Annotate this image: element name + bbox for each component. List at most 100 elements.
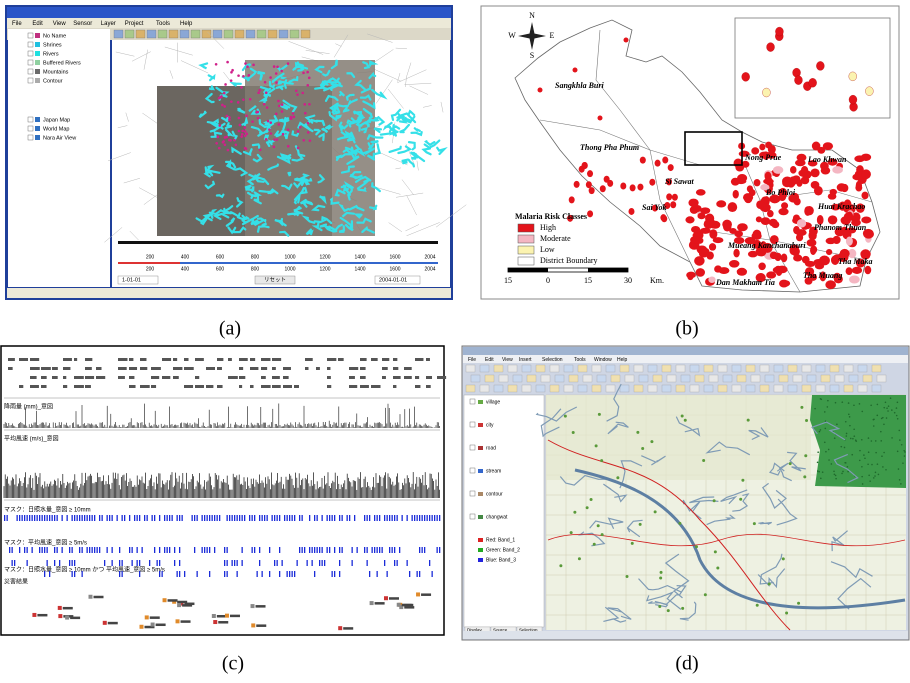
tool-button[interactable]: [662, 365, 671, 372]
menu-item[interactable]: Window: [594, 357, 612, 363]
tool-button[interactable]: [279, 30, 288, 38]
tool-button[interactable]: [583, 375, 592, 382]
tool-button[interactable]: [578, 365, 587, 372]
tool-button[interactable]: [527, 375, 536, 382]
tool-button[interactable]: [849, 375, 858, 382]
tool-button[interactable]: [751, 375, 760, 382]
tool-button[interactable]: [301, 30, 310, 38]
tool-button[interactable]: [634, 365, 643, 372]
menu-item[interactable]: Project: [125, 21, 144, 27]
tool-button[interactable]: [872, 365, 881, 372]
layer-checkbox[interactable]: [470, 422, 475, 427]
tool-button[interactable]: [718, 365, 727, 372]
tool-button[interactable]: [760, 385, 769, 392]
tool-button[interactable]: [569, 375, 578, 382]
layer-checkbox[interactable]: [28, 135, 33, 140]
tool-button[interactable]: [290, 30, 299, 38]
layer-checkbox[interactable]: [28, 42, 33, 47]
menu-item[interactable]: Help: [180, 21, 193, 27]
tool-button[interactable]: [760, 365, 769, 372]
layer-checkbox[interactable]: [28, 33, 33, 38]
tool-button[interactable]: [257, 30, 266, 38]
tool-button[interactable]: [821, 375, 830, 382]
tool-button[interactable]: [536, 385, 545, 392]
tool-button[interactable]: [606, 385, 615, 392]
tool-button[interactable]: [835, 375, 844, 382]
menu-item[interactable]: File: [468, 357, 476, 363]
tool-button[interactable]: [676, 365, 685, 372]
tool-button[interactable]: [872, 385, 881, 392]
tool-button[interactable]: [844, 385, 853, 392]
tool-button[interactable]: [695, 375, 704, 382]
menu-item[interactable]: Selection: [542, 357, 563, 363]
tool-button[interactable]: [704, 385, 713, 392]
tool-button[interactable]: [147, 30, 156, 38]
tool-button[interactable]: [611, 375, 620, 382]
menu-item[interactable]: Edit: [32, 21, 43, 27]
tool-button[interactable]: [774, 385, 783, 392]
tool-button[interactable]: [592, 365, 601, 372]
layer-checkbox[interactable]: [28, 69, 33, 74]
tool-button[interactable]: [620, 385, 629, 392]
tool-button[interactable]: [858, 385, 867, 392]
tool-button[interactable]: [765, 375, 774, 382]
layer-checkbox[interactable]: [28, 78, 33, 83]
tool-button[interactable]: [788, 385, 797, 392]
menu-item[interactable]: Tools: [156, 21, 170, 27]
tool-button[interactable]: [114, 30, 123, 38]
tool-button[interactable]: [877, 375, 886, 382]
layer-checkbox[interactable]: [28, 117, 33, 122]
tool-button[interactable]: [550, 385, 559, 392]
tool-button[interactable]: [793, 375, 802, 382]
tool-button[interactable]: [830, 365, 839, 372]
tool-button[interactable]: [620, 365, 629, 372]
tool-button[interactable]: [863, 375, 872, 382]
tool-button[interactable]: [180, 30, 189, 38]
tool-button[interactable]: [648, 365, 657, 372]
menu-item[interactable]: File: [12, 21, 22, 27]
layer-checkbox[interactable]: [470, 468, 475, 473]
layer-checkbox[interactable]: [28, 126, 33, 131]
tool-button[interactable]: [522, 365, 531, 372]
tool-button[interactable]: [802, 365, 811, 372]
tool-button[interactable]: [169, 30, 178, 38]
tool-button[interactable]: [690, 365, 699, 372]
tool-button[interactable]: [592, 385, 601, 392]
tool-button[interactable]: [723, 375, 732, 382]
tool-button[interactable]: [690, 385, 699, 392]
tool-button[interactable]: [158, 30, 167, 38]
tool-button[interactable]: [480, 385, 489, 392]
tool-button[interactable]: [704, 365, 713, 372]
tool-button[interactable]: [830, 385, 839, 392]
tool-button[interactable]: [494, 365, 503, 372]
menu-item[interactable]: View: [53, 21, 67, 27]
tool-button[interactable]: [499, 375, 508, 382]
layer-checkbox[interactable]: [470, 399, 475, 404]
tool-button[interactable]: [816, 365, 825, 372]
menu-item[interactable]: Insert: [519, 357, 532, 363]
tool-button[interactable]: [779, 375, 788, 382]
layer-checkbox[interactable]: [470, 491, 475, 496]
tool-button[interactable]: [522, 385, 531, 392]
menu-item[interactable]: Sensor: [73, 21, 92, 27]
tool-button[interactable]: [709, 375, 718, 382]
tool-button[interactable]: [541, 375, 550, 382]
layer-checkbox[interactable]: [28, 60, 33, 65]
tool-button[interactable]: [213, 30, 222, 38]
tool-button[interactable]: [718, 385, 727, 392]
tool-button[interactable]: [816, 385, 825, 392]
layer-checkbox[interactable]: [28, 51, 33, 56]
tool-button[interactable]: [564, 385, 573, 392]
tool-button[interactable]: [662, 385, 671, 392]
tool-button[interactable]: [844, 365, 853, 372]
tool-button[interactable]: [578, 385, 587, 392]
tool-button[interactable]: [676, 385, 685, 392]
tool-button[interactable]: [224, 30, 233, 38]
tool-button[interactable]: [555, 375, 564, 382]
tool-button[interactable]: [732, 365, 741, 372]
tool-button[interactable]: [788, 365, 797, 372]
tool-button[interactable]: [802, 385, 811, 392]
tool-button[interactable]: [807, 375, 816, 382]
menu-item[interactable]: Tools: [574, 357, 586, 363]
tool-button[interactable]: [466, 385, 475, 392]
